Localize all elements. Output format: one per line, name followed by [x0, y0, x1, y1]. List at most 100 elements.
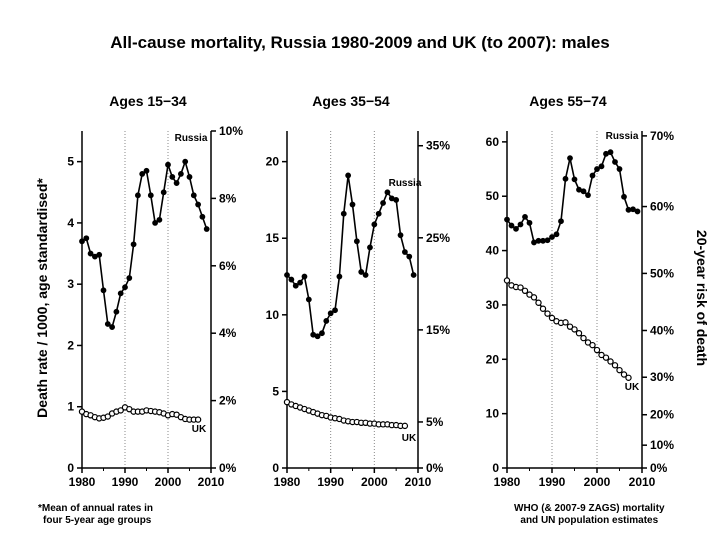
y-tick-label: 30	[486, 298, 500, 312]
right-tick-label: 0%	[219, 461, 237, 475]
data-point-russia	[113, 308, 120, 315]
data-point-uk	[566, 323, 574, 330]
data-point-russia	[513, 225, 519, 232]
data-point-uk	[517, 284, 524, 291]
data-point-russia	[410, 272, 417, 278]
data-point-russia	[156, 216, 163, 223]
data-point-russia	[292, 282, 299, 289]
data-point-russia	[336, 273, 343, 280]
data-point-uk	[104, 413, 112, 420]
y-tick-label: 10	[266, 308, 280, 322]
data-point-russia	[117, 290, 124, 297]
data-point-uk	[593, 346, 601, 354]
right-tick-label: 4%	[219, 326, 237, 340]
series-label-russia: Russia	[175, 133, 208, 144]
data-point-russia	[522, 213, 528, 220]
x-tick-label: 2000	[361, 475, 388, 489]
right-tick-label: 8%	[219, 191, 237, 205]
data-point-uk	[575, 330, 583, 337]
data-point-uk	[544, 310, 551, 317]
y-tick-label: 1	[67, 400, 74, 414]
x-tick-label: 2000	[584, 475, 611, 489]
data-point-russia	[284, 272, 290, 278]
right-tick-label: 50%	[650, 266, 674, 280]
data-point-russia	[134, 192, 141, 199]
x-tick-label: 1990	[539, 475, 566, 489]
x-tick-label: 1990	[112, 475, 139, 489]
right-tick-label: 70%	[650, 129, 674, 143]
data-point-russia	[349, 201, 356, 208]
data-point-russia	[199, 213, 206, 220]
data-point-russia	[109, 324, 115, 330]
y-tick-label: 20	[486, 352, 500, 366]
data-point-russia	[367, 244, 373, 251]
data-point-russia	[571, 176, 578, 183]
data-point-russia	[504, 216, 510, 223]
chart-title: All-cause mortality, Russia 1980-2009 an…	[110, 33, 610, 52]
right-tick-label: 20%	[650, 408, 674, 422]
data-point-russia	[544, 237, 551, 244]
y-tick-label: 0	[67, 461, 74, 475]
left-axis-title: Death rate / 1000, age standardised*	[34, 178, 50, 418]
data-point-uk	[607, 358, 614, 365]
data-point-russia	[122, 284, 128, 291]
series-label-uk: UK	[402, 433, 417, 444]
data-point-russia	[508, 222, 515, 229]
data-point-russia	[288, 276, 295, 283]
data-point-russia	[526, 219, 533, 226]
data-point-russia	[332, 307, 338, 314]
series-label-russia: Russia	[389, 178, 422, 189]
data-point-uk	[620, 371, 628, 378]
data-point-russia	[297, 279, 304, 286]
right-tick-label: 40%	[650, 323, 674, 337]
right-tick-label: 0%	[650, 461, 668, 475]
data-point-russia	[165, 161, 171, 168]
data-point-russia	[327, 310, 334, 317]
data-point-russia	[83, 235, 90, 242]
data-point-russia	[195, 201, 202, 208]
data-point-uk	[598, 351, 605, 359]
data-point-russia	[634, 208, 641, 215]
data-point-russia	[190, 192, 197, 199]
footnote-right-line: and UN population estimates	[520, 515, 659, 526]
data-point-uk	[580, 334, 587, 342]
data-point-russia	[621, 193, 627, 200]
data-point-uk	[521, 287, 529, 295]
data-point-russia	[371, 221, 378, 228]
data-point-uk	[117, 407, 124, 414]
data-point-russia	[397, 232, 404, 239]
data-point-russia	[549, 234, 555, 240]
data-point-uk	[503, 277, 511, 284]
data-point-russia	[540, 237, 546, 244]
data-point-russia	[177, 170, 184, 177]
y-tick-label: 15	[266, 231, 280, 245]
data-point-russia	[152, 220, 159, 226]
right-tick-label: 60%	[650, 200, 674, 214]
data-point-russia	[562, 175, 569, 182]
data-point-russia	[384, 189, 391, 196]
y-tick-label: 5	[272, 384, 279, 398]
right-tick-label: 2%	[219, 394, 237, 408]
right-axis-title: 20-year risk of death	[694, 230, 710, 366]
data-point-russia	[607, 149, 614, 156]
data-point-uk	[535, 299, 542, 306]
data-point-uk	[401, 422, 409, 430]
data-point-russia	[375, 210, 382, 217]
data-point-russia	[553, 231, 560, 238]
footnote-left: *Mean of annual rates in four 5-year age…	[38, 503, 153, 527]
x-tick-label: 1990	[317, 475, 344, 489]
right-tick-label: 25%	[426, 231, 450, 245]
data-point-russia	[340, 210, 347, 217]
right-tick-label: 30%	[650, 370, 674, 384]
data-point-russia	[585, 192, 591, 199]
data-point-russia	[143, 167, 150, 174]
x-tick-label: 2010	[629, 475, 656, 489]
data-point-russia	[100, 287, 107, 294]
data-point-uk	[589, 341, 596, 349]
right-tick-label: 15%	[426, 323, 450, 337]
footnote-left-line: *Mean of annual rates in	[38, 503, 154, 514]
data-point-russia	[594, 166, 600, 172]
y-tick-label: 60	[486, 135, 500, 149]
y-tick-label: 3	[67, 277, 74, 291]
x-tick-label: 1980	[69, 475, 96, 489]
